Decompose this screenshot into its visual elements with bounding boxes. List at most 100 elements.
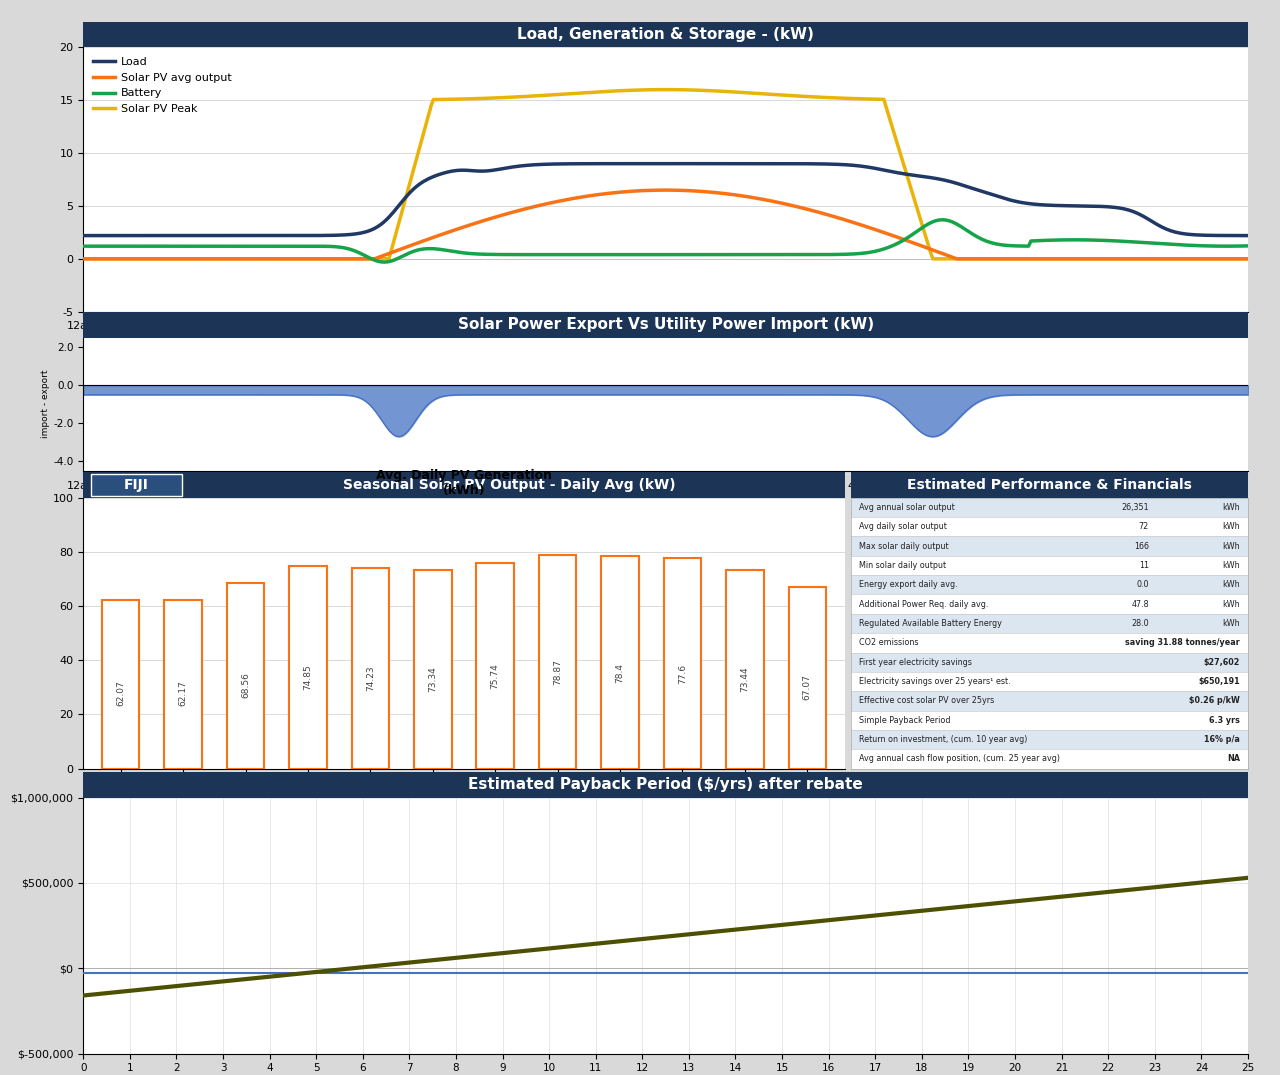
- Text: Seasonal Solar PV Output - Daily Avg (kW): Seasonal Solar PV Output - Daily Avg (kW…: [343, 477, 676, 492]
- Text: Energy export daily avg.: Energy export daily avg.: [859, 580, 957, 589]
- Title: Avg. Daily PV Generation
(kWh): Avg. Daily PV Generation (kWh): [376, 469, 552, 497]
- Line: Battery: Battery: [83, 219, 1248, 262]
- Text: kWh: kWh: [1222, 522, 1240, 531]
- Text: Electricity savings over 25 years¹ est.: Electricity savings over 25 years¹ est.: [859, 677, 1011, 686]
- Solar PV Peak: [636, 84, 652, 97]
- Bar: [227, 583, 264, 769]
- Text: 75.74: 75.74: [490, 663, 499, 689]
- Battery: [771, 248, 786, 261]
- Text: kWh: kWh: [1222, 600, 1240, 608]
- Solar PV Peak: [628, 84, 644, 97]
- Load: [1215, 229, 1230, 242]
- Battery: [934, 213, 950, 226]
- Load: [1240, 229, 1256, 242]
- Text: kWh: kWh: [1222, 503, 1240, 512]
- Solar PV Peak: [1033, 253, 1048, 266]
- Text: 74.85: 74.85: [303, 664, 312, 690]
- Solar PV avg output: [628, 185, 644, 198]
- Text: 68.56: 68.56: [241, 672, 250, 698]
- Line: Solar PV Peak: Solar PV Peak: [83, 89, 1248, 259]
- Bar: [289, 565, 326, 769]
- Bar: [788, 587, 826, 769]
- Bar: [851, 730, 1248, 749]
- Text: 16% p/a: 16% p/a: [1204, 735, 1240, 744]
- Text: 67.07: 67.07: [803, 674, 812, 700]
- Solar PV Peak: [771, 88, 786, 101]
- Bar: [851, 498, 1248, 517]
- Solar PV avg output: [771, 196, 786, 209]
- Text: CO2 emissions: CO2 emissions: [859, 639, 919, 647]
- Battery: [637, 248, 653, 261]
- Bar: [91, 474, 182, 496]
- Bar: [851, 614, 1248, 633]
- Text: kWh: kWh: [1222, 542, 1240, 550]
- Text: 78.87: 78.87: [553, 660, 562, 686]
- Text: 72: 72: [1138, 522, 1148, 531]
- Bar: [664, 558, 701, 769]
- Text: 73.44: 73.44: [740, 666, 749, 692]
- Text: Max solar daily output: Max solar daily output: [859, 542, 948, 550]
- Line: Load: Load: [83, 163, 1248, 235]
- Text: $0.26 p/kW: $0.26 p/kW: [1189, 697, 1240, 705]
- Bar: [476, 563, 515, 769]
- Load: [708, 157, 723, 170]
- Text: 77.6: 77.6: [678, 664, 687, 684]
- Text: Additional Power Req. daily avg.: Additional Power Req. daily avg.: [859, 600, 988, 608]
- Text: saving 31.88 tonnes/year: saving 31.88 tonnes/year: [1125, 639, 1240, 647]
- Solar PV Peak: [76, 253, 91, 266]
- Text: Avg annual solar output: Avg annual solar output: [859, 503, 955, 512]
- Text: kWh: kWh: [1222, 561, 1240, 570]
- Bar: [851, 672, 1248, 691]
- Text: 78.4: 78.4: [616, 663, 625, 683]
- Text: Effective cost solar PV over 25yrs: Effective cost solar PV over 25yrs: [859, 697, 995, 705]
- Bar: [726, 570, 764, 769]
- Text: Solar Power Export Vs Utility Power Import (kW): Solar Power Export Vs Utility Power Impo…: [457, 317, 874, 332]
- Line: Solar PV avg output: Solar PV avg output: [83, 190, 1248, 259]
- Text: 62.17: 62.17: [179, 680, 188, 705]
- Battery: [1217, 240, 1233, 253]
- Text: 166: 166: [1134, 542, 1148, 550]
- Text: FIJI: FIJI: [124, 477, 148, 492]
- Load: [1033, 198, 1048, 211]
- Bar: [413, 570, 452, 769]
- Load: [76, 229, 91, 242]
- Solar PV avg output: [76, 253, 91, 266]
- Battery: [76, 240, 91, 253]
- Text: 0.0: 0.0: [1137, 580, 1148, 589]
- Text: 47.8: 47.8: [1132, 600, 1148, 608]
- Bar: [851, 556, 1248, 575]
- Bar: [602, 556, 639, 769]
- Text: $650,191: $650,191: [1198, 677, 1240, 686]
- Bar: [539, 555, 576, 769]
- Bar: [851, 594, 1248, 614]
- Bar: [851, 653, 1248, 672]
- Bar: [851, 711, 1248, 730]
- Bar: [851, 536, 1248, 556]
- Bar: [851, 633, 1248, 653]
- Text: 74.23: 74.23: [366, 665, 375, 691]
- Battery: [708, 248, 723, 261]
- Text: kWh: kWh: [1222, 580, 1240, 589]
- Text: 26,351: 26,351: [1121, 503, 1148, 512]
- Text: Min solar daily output: Min solar daily output: [859, 561, 946, 570]
- Battery: [631, 248, 646, 261]
- Solar PV avg output: [708, 186, 723, 199]
- Text: Regulated Available Battery Energy: Regulated Available Battery Energy: [859, 619, 1002, 628]
- Text: Simple Payback Period: Simple Payback Period: [859, 716, 951, 725]
- Solar PV avg output: [636, 184, 652, 197]
- Text: First year electricity savings: First year electricity savings: [859, 658, 972, 666]
- Solar PV avg output: [1033, 253, 1048, 266]
- Solar PV Peak: [1215, 253, 1230, 266]
- Load: [771, 157, 786, 170]
- Solar PV Peak: [657, 83, 672, 96]
- Solar PV avg output: [657, 184, 672, 197]
- Text: Return on investment, (cum. 10 year avg): Return on investment, (cum. 10 year avg): [859, 735, 1028, 744]
- Solar PV avg output: [1215, 253, 1230, 266]
- Solar PV Peak: [708, 85, 723, 98]
- Battery: [376, 256, 392, 269]
- Load: [685, 157, 700, 170]
- Text: 28.0: 28.0: [1132, 619, 1148, 628]
- Text: 11: 11: [1139, 561, 1148, 570]
- Bar: [102, 601, 140, 769]
- Y-axis label: import - export: import - export: [41, 370, 50, 439]
